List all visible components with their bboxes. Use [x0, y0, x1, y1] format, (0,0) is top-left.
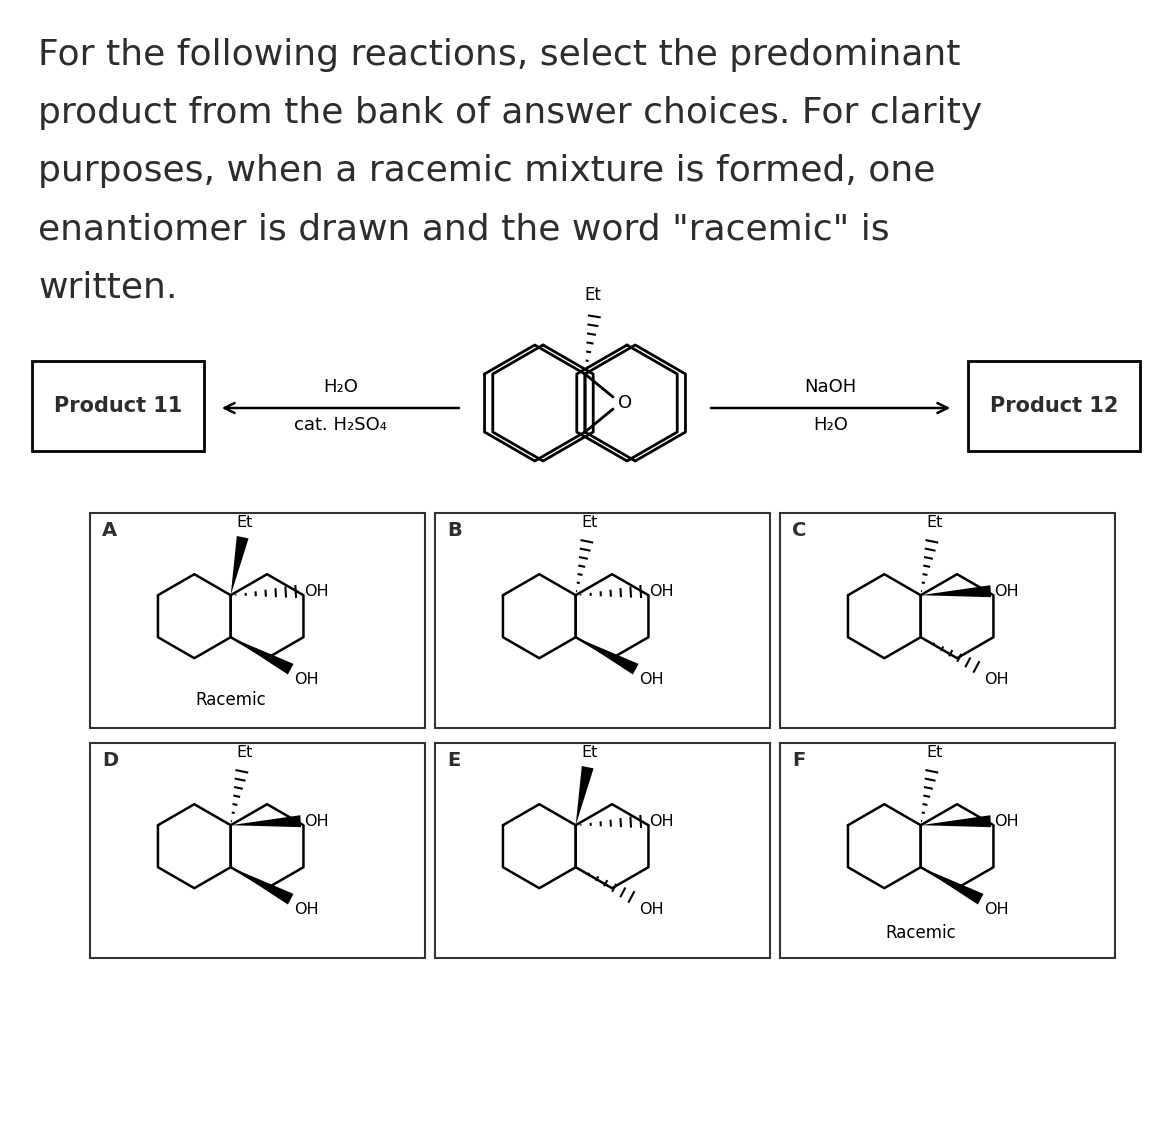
Bar: [435, 743, 770, 958]
Bar: [780, 513, 1115, 728]
Text: OH: OH: [993, 584, 1018, 599]
Text: OH: OH: [639, 673, 663, 687]
Bar: [32, 360, 204, 451]
Text: OH: OH: [304, 584, 329, 599]
Text: Et: Et: [236, 515, 253, 530]
Text: D: D: [102, 751, 118, 770]
Text: Et: Et: [927, 515, 943, 530]
Text: F: F: [792, 751, 805, 770]
Text: enantiomer is drawn and the word "racemic" is: enantiomer is drawn and the word "racemi…: [37, 212, 889, 246]
Bar: [90, 513, 425, 728]
Text: E: E: [447, 751, 460, 770]
Text: OH: OH: [993, 814, 1018, 829]
Text: written.: written.: [37, 270, 178, 304]
Bar: [90, 743, 425, 958]
Text: For the following reactions, select the predominant: For the following reactions, select the …: [37, 38, 961, 72]
Text: product from the bank of answer choices. For clarity: product from the bank of answer choices.…: [37, 95, 983, 130]
Text: H₂O: H₂O: [323, 378, 358, 396]
Text: H₂O: H₂O: [813, 416, 848, 433]
Text: purposes, when a racemic mixture is formed, one: purposes, when a racemic mixture is form…: [37, 154, 935, 188]
Bar: [435, 513, 770, 728]
Text: Et: Et: [585, 286, 601, 304]
Text: C: C: [792, 521, 806, 540]
Text: OH: OH: [294, 673, 318, 687]
Text: Et: Et: [581, 746, 598, 760]
Text: cat. H₂SO₄: cat. H₂SO₄: [294, 416, 387, 433]
Text: Et: Et: [927, 746, 943, 760]
Polygon shape: [230, 867, 294, 904]
Text: Racemic: Racemic: [195, 691, 266, 709]
Text: B: B: [447, 521, 462, 540]
Text: Racemic: Racemic: [886, 924, 956, 942]
Bar: [968, 360, 1140, 451]
Text: OH: OH: [648, 584, 673, 599]
Text: OH: OH: [294, 902, 318, 917]
Text: OH: OH: [648, 814, 673, 829]
Text: NaOH: NaOH: [805, 378, 856, 396]
Text: OH: OH: [984, 673, 1009, 687]
Text: Product 12: Product 12: [990, 396, 1119, 416]
Text: Product 11: Product 11: [54, 396, 183, 416]
Polygon shape: [576, 637, 639, 675]
Polygon shape: [230, 815, 301, 828]
Text: Et: Et: [581, 515, 598, 530]
Polygon shape: [921, 585, 991, 597]
Text: Et: Et: [236, 746, 253, 760]
Text: OH: OH: [304, 814, 329, 829]
Polygon shape: [576, 766, 593, 825]
Polygon shape: [921, 867, 984, 904]
Polygon shape: [921, 815, 991, 828]
Polygon shape: [230, 637, 294, 675]
Polygon shape: [230, 536, 248, 595]
Text: OH: OH: [639, 902, 663, 917]
Text: O: O: [618, 394, 632, 412]
Text: OH: OH: [984, 902, 1009, 917]
Text: A: A: [102, 521, 117, 540]
Bar: [780, 743, 1115, 958]
